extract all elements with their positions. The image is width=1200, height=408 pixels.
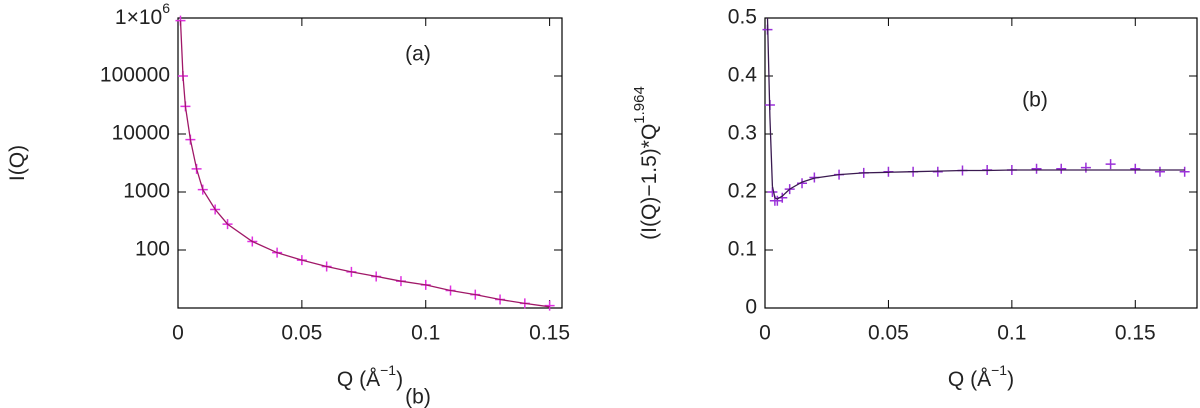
y-tick-label: 0.5 <box>728 6 757 29</box>
data-point <box>797 178 808 189</box>
x-tick-label: 0.05 <box>868 322 909 345</box>
x-axis-label-text: Q (Å <box>948 368 991 391</box>
x-tick-label: 0.15 <box>1115 322 1156 345</box>
annotation: (b) <box>405 386 431 408</box>
y-tick-label: 10000 <box>112 122 170 145</box>
data-point <box>1179 166 1190 177</box>
x-tick-label: 0 <box>172 322 184 345</box>
x-tick-label: 0.1 <box>411 322 440 345</box>
y-axis-label: (I(Q)−1.5)*Q1.964 <box>631 86 661 240</box>
y-axis-label-sup: 1.964 <box>631 86 648 124</box>
y-tick-label: 0.2 <box>728 180 757 203</box>
y-tick-label: 1×106 <box>115 0 170 29</box>
data-point <box>1130 163 1141 174</box>
y-tick-label-text: 1×10 <box>115 6 162 29</box>
annotation: (b) <box>1022 89 1048 112</box>
fit-line <box>179 20 550 308</box>
y-tick-label-sup: 6 <box>162 0 170 16</box>
annotation: (a) <box>405 43 431 66</box>
x-axis-label: Q (Å−1) <box>337 362 403 391</box>
data-point <box>1056 163 1067 174</box>
y-tick-label: 1000 <box>123 180 170 203</box>
y-tick-label: 100000 <box>100 64 170 87</box>
x-tick-label: 0 <box>759 322 771 345</box>
data-point <box>1080 162 1091 173</box>
x-tick-label: 0.05 <box>281 322 322 345</box>
plot-frame <box>764 17 1198 309</box>
y-tick-label: 0 <box>745 296 757 319</box>
x-axis-label: Q (Å−1) <box>948 362 1014 391</box>
y-tick-label: 0.1 <box>728 238 757 261</box>
x-axis-label-end: ) <box>1007 368 1014 391</box>
fit-line <box>766 17 1185 200</box>
y-tick-label: 0.3 <box>728 122 757 145</box>
y-axis-label-text: (I(Q)−1.5)*Q <box>638 124 661 240</box>
plot-frame <box>177 17 563 309</box>
x-axis-label-sup: −1 <box>380 362 396 378</box>
data-point <box>544 300 555 311</box>
data-point <box>1105 159 1116 170</box>
y-axis-label: I(Q) <box>6 145 29 181</box>
data-point <box>1031 163 1042 174</box>
x-tick-label: 0.1 <box>997 322 1026 345</box>
x-axis-label-end: ) <box>396 368 403 391</box>
y-tick-label: 100 <box>135 238 170 261</box>
data-point <box>1154 166 1165 177</box>
x-axis-label-text: Q (Å <box>337 368 380 391</box>
y-tick-label: 0.4 <box>728 64 758 87</box>
x-axis-label-sup: −1 <box>991 362 1007 378</box>
x-tick-label: 0.15 <box>529 322 570 345</box>
y-axis-label-text: I(Q) <box>6 145 29 181</box>
